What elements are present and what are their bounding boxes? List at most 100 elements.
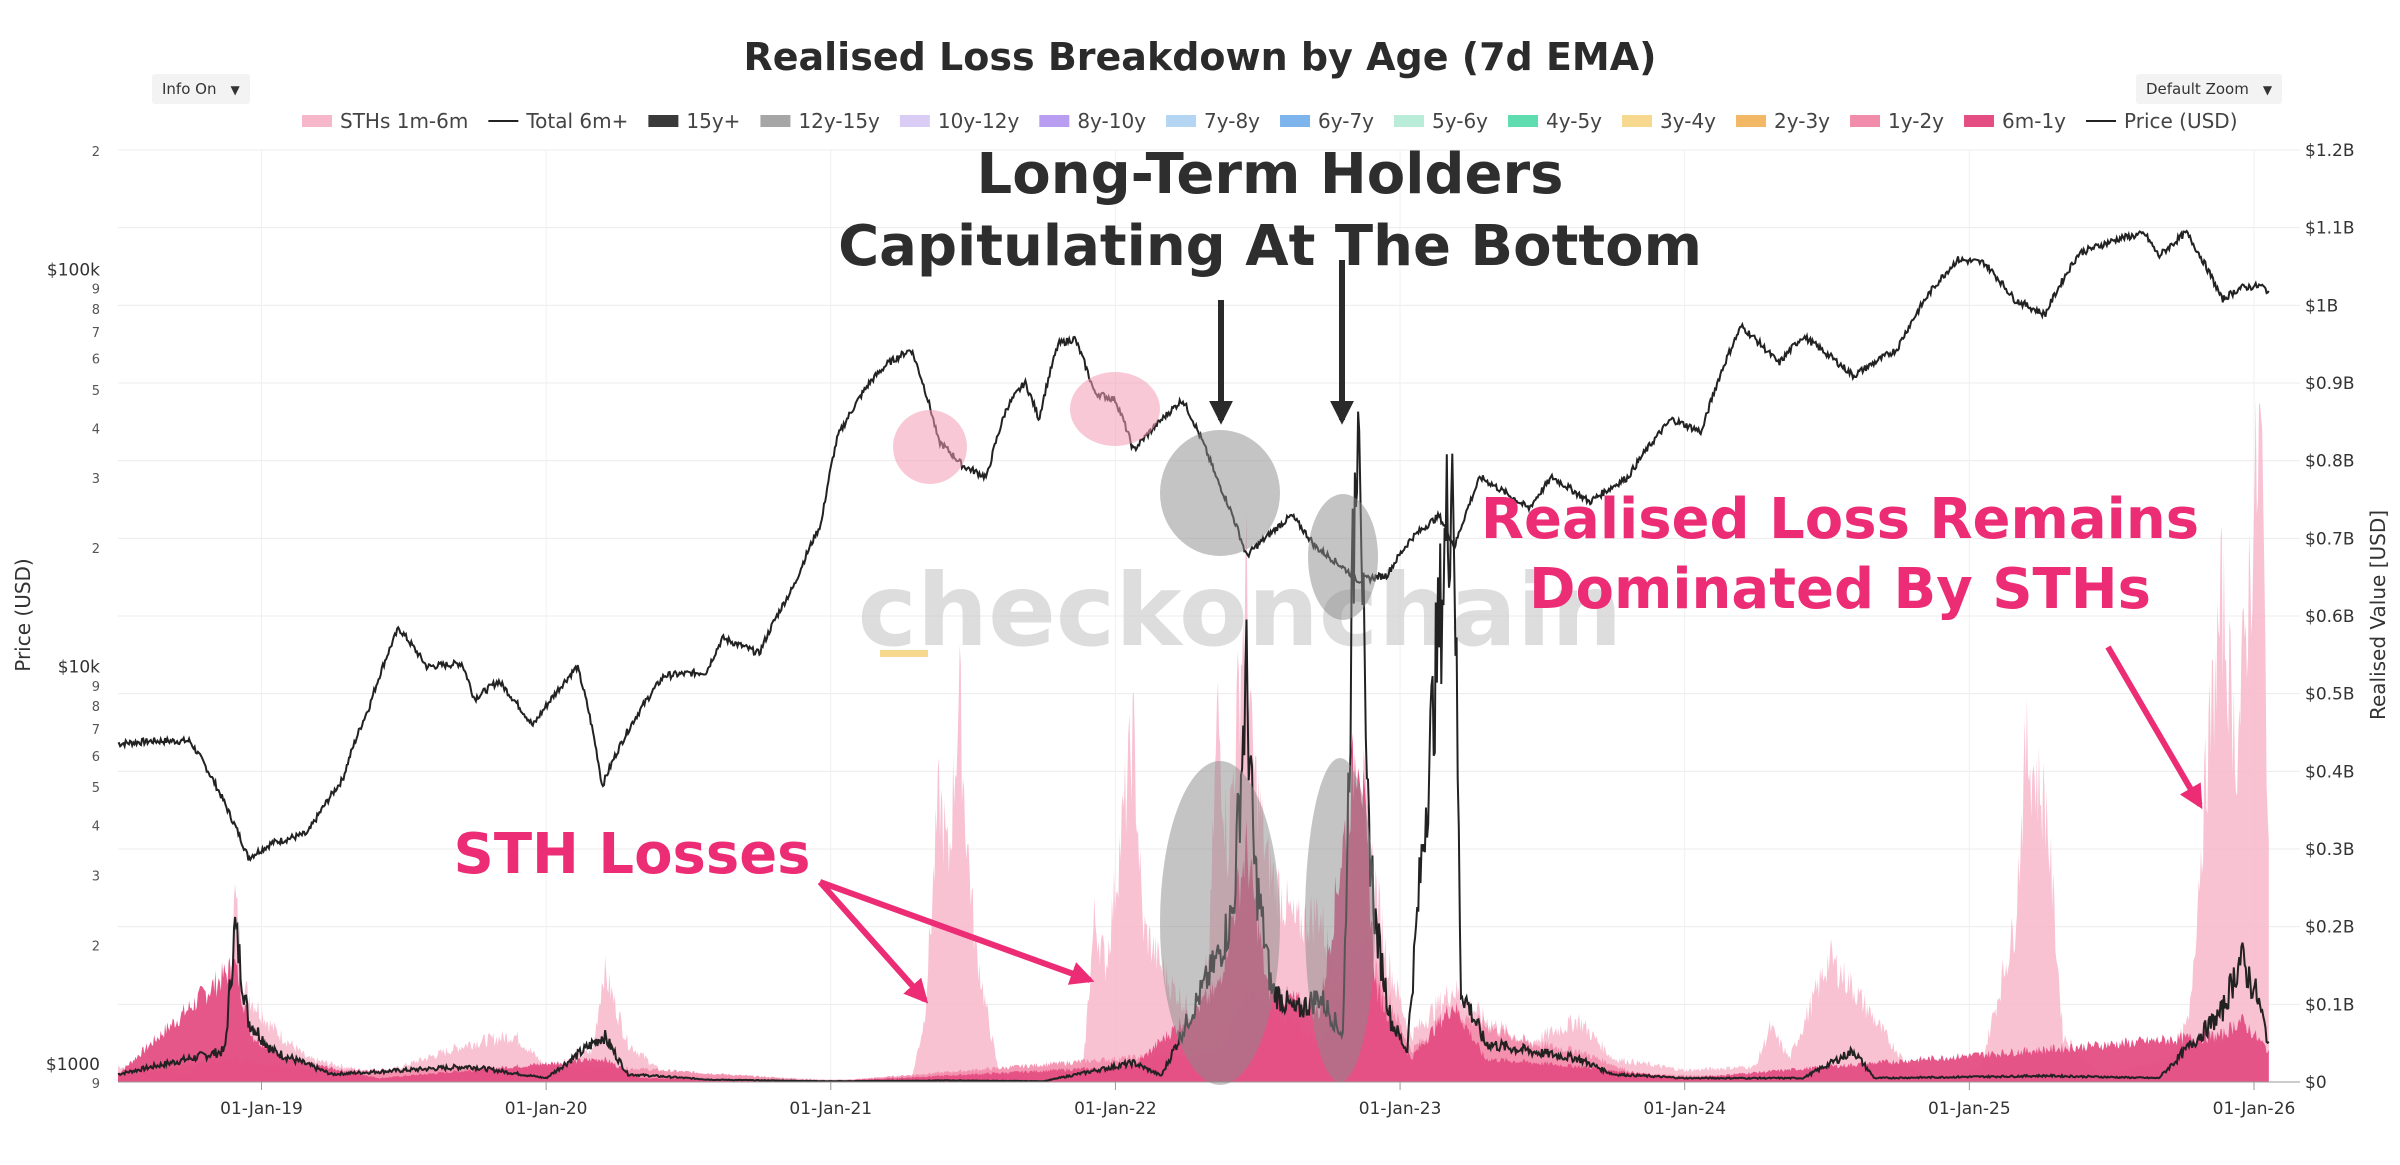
annotation-text: Dominated By STHs xyxy=(1529,557,2151,622)
y-right-tick-label: $0.7B xyxy=(2305,529,2355,549)
annotation-arrow xyxy=(818,879,1095,985)
legend-item[interactable]: 6y-7y xyxy=(1280,109,1374,133)
y-left-tick-label: 9 xyxy=(92,680,100,695)
legend-label: 10y-12y xyxy=(938,109,1020,133)
y-left-tick-label: 3 xyxy=(92,869,100,884)
x-tick-label: 01-Jan-26 xyxy=(2213,1099,2296,1119)
legend-label: 5y-6y xyxy=(1432,109,1488,133)
x-tick-label: 01-Jan-22 xyxy=(1074,1099,1157,1119)
annotation-text: Capitulating At The Bottom xyxy=(838,214,1702,279)
chart-title: Realised Loss Breakdown by Age (7d EMA) xyxy=(743,35,1656,79)
annotations: Long-Term Holders Capitulating At The Bot… xyxy=(453,142,2199,887)
watermark-text: checkonchain xyxy=(858,552,1623,669)
y-left-tick-label: 8 xyxy=(92,700,100,715)
y-left-tick-label: 7 xyxy=(92,723,100,738)
y-left-tick-label: 4 xyxy=(92,820,100,835)
highlight-circle xyxy=(1160,430,1280,556)
legend-item[interactable]: 7y-8y xyxy=(1166,109,1260,133)
highlight-circle xyxy=(1070,372,1160,446)
legend-item[interactable]: 5y-6y xyxy=(1394,109,1488,133)
y-left-tick-label: $1000 xyxy=(46,1055,100,1075)
legend-item[interactable]: 8y-10y xyxy=(1039,109,1146,133)
y-right-tick-label: $0.6B xyxy=(2305,607,2355,627)
y-left-tick-label: 6 xyxy=(92,750,100,765)
highlight-circle xyxy=(1305,758,1375,1082)
legend-label: 6y-7y xyxy=(1318,109,1374,133)
annotation-text: Long-Term Holders xyxy=(977,142,1564,207)
legend-item[interactable]: 1y-2y xyxy=(1850,109,1944,133)
y-axis-right-title: Realised Value [USD] xyxy=(2366,510,2390,720)
legend-label: STHs 1m-6m xyxy=(340,109,468,133)
price-line xyxy=(117,229,2270,862)
zoom-select[interactable]: Default Zoom ▼ xyxy=(2136,74,2283,104)
legend-label: 7y-8y xyxy=(1204,109,1260,133)
legend-item[interactable]: 12y-15y xyxy=(760,109,880,133)
legend-item[interactable]: 10y-12y xyxy=(899,109,1020,133)
y-left-tick-label: 6 xyxy=(92,353,100,368)
legend-item[interactable]: 2y-3y xyxy=(1736,109,1830,133)
legend-item[interactable]: STHs 1m-6m xyxy=(302,109,468,133)
legend-swatch-artifact xyxy=(880,650,928,657)
y-right-tick-label: $0.9B xyxy=(2305,374,2355,394)
y-left-tick-label: 5 xyxy=(92,384,100,399)
y-right-tick-label: $1.1B xyxy=(2305,219,2355,239)
y-left-tick-label: 4 xyxy=(92,423,100,438)
x-tick-label: 01-Jan-24 xyxy=(1643,1099,1726,1119)
age-6m-1y-area xyxy=(118,733,2269,1082)
y-right-tick-label: $0.5B xyxy=(2305,685,2355,705)
legend-label: 2y-3y xyxy=(1774,109,1830,133)
legend-item[interactable]: Price (USD) xyxy=(2086,109,2238,133)
legend-label: 4y-5y xyxy=(1546,109,1602,133)
legend-item[interactable]: 15y+ xyxy=(648,109,740,133)
annotation-shapes xyxy=(817,260,2203,1085)
annotation-arrow xyxy=(817,880,929,1004)
x-tick-label: 01-Jan-19 xyxy=(220,1099,303,1119)
x-tick-label: 01-Jan-20 xyxy=(505,1099,588,1119)
watermark: checkonchain xyxy=(858,552,1623,669)
chevron-down-icon: ▼ xyxy=(2262,83,2273,97)
y-left-tick-label: 3 xyxy=(92,472,100,487)
y-right-tick-label: $0.3B xyxy=(2305,840,2355,860)
y-right-tick-label: $0.1B xyxy=(2305,995,2355,1015)
y-left-tick-label: $10k xyxy=(58,658,100,678)
y-left-tick-label: 7 xyxy=(92,326,100,341)
legend-label: 3y-4y xyxy=(1660,109,1716,133)
annotation-text: STH Losses xyxy=(453,822,810,887)
y-left-tick-label: 5 xyxy=(92,781,100,796)
legend-label: 8y-10y xyxy=(1077,109,1146,133)
y-right-tick-label: $0 xyxy=(2305,1073,2327,1093)
y-right-tick-label: $0.8B xyxy=(2305,452,2355,472)
y-left-tick-label: 9 xyxy=(92,1077,100,1092)
legend-label: 12y-15y xyxy=(798,109,880,133)
y-right-tick-label: $1.2B xyxy=(2305,141,2355,161)
chevron-down-icon: ▼ xyxy=(230,83,240,97)
legend-label: Price (USD) xyxy=(2124,109,2238,133)
y-left-tick-label: 2 xyxy=(92,939,100,954)
y-left-tick-label: 9 xyxy=(92,283,100,298)
x-tick-label: 01-Jan-21 xyxy=(789,1099,872,1119)
highlight-circle xyxy=(1308,494,1378,620)
legend-label: 1y-2y xyxy=(1888,109,1944,133)
y-axis-left-title: Price (USD) xyxy=(11,558,35,672)
zoom-select-label: Default Zoom xyxy=(2146,80,2249,98)
y-right-tick-label: $1B xyxy=(2305,296,2338,316)
legend: STHs 1m-6m Total 6m+ 15y+ 12y-15y 10y-12y 8y-… xyxy=(302,109,2238,133)
legend-item[interactable]: 3y-4y xyxy=(1622,109,1716,133)
legend-label: 6m-1y xyxy=(2002,109,2066,133)
x-tick-label: 01-Jan-25 xyxy=(1928,1099,2011,1119)
axes: 01-Jan-19 01-Jan-20 01-Jan-21 01-Jan-22 01-J… xyxy=(46,141,2355,1119)
legend-item[interactable]: 6m-1y xyxy=(1964,109,2066,133)
highlight-circle xyxy=(1160,761,1280,1085)
legend-item[interactable]: Total 6m+ xyxy=(488,109,628,133)
highlight-circle xyxy=(893,410,967,484)
annotation-arrow xyxy=(2105,645,2203,810)
y-right-tick-label: $0.4B xyxy=(2305,762,2355,782)
info-toggle-button[interactable]: Info On ▼ xyxy=(152,74,250,104)
legend-item[interactable]: 4y-5y xyxy=(1508,109,1602,133)
legend-label: 15y+ xyxy=(686,109,740,133)
y-left-tick-label: $100k xyxy=(47,261,100,281)
legend-label: Total 6m+ xyxy=(525,109,628,133)
x-tick-label: 01-Jan-23 xyxy=(1359,1099,1442,1119)
sth-1m-6m-area xyxy=(118,399,2269,1082)
